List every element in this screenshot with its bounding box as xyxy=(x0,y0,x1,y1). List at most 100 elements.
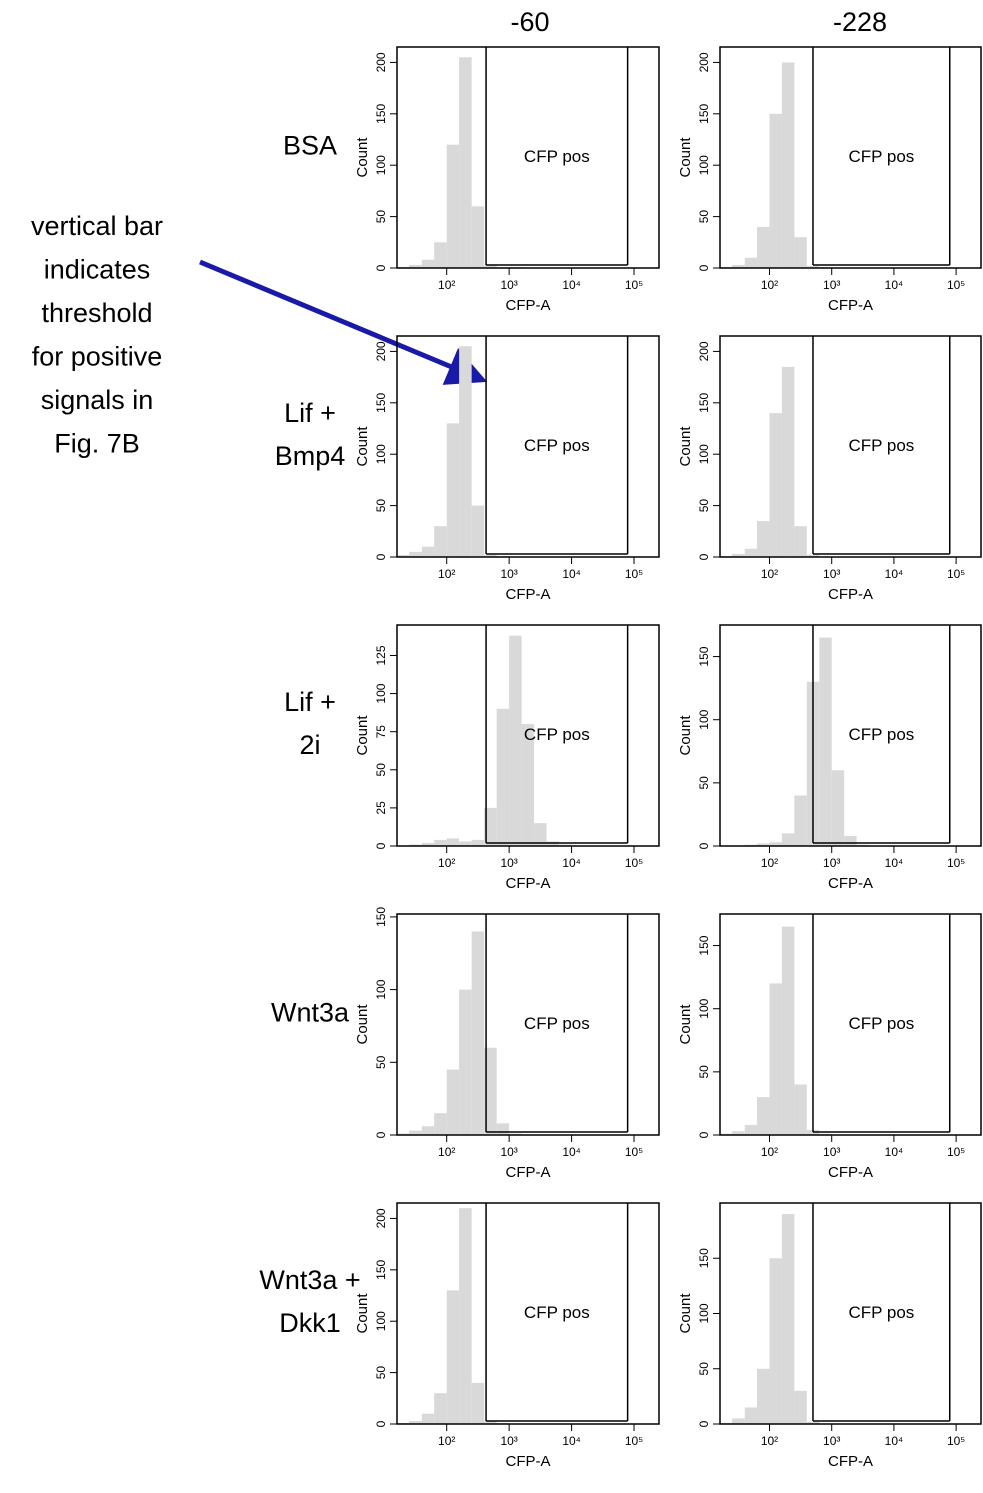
histogram-bar xyxy=(409,551,422,557)
histogram-bar xyxy=(732,553,745,557)
histogram-bar xyxy=(732,1131,745,1135)
histogram-bar xyxy=(831,770,845,846)
histogram-bar xyxy=(509,635,522,846)
histogram-bar xyxy=(459,1208,472,1424)
x-tick-label: 10³ xyxy=(823,1434,840,1448)
x-axis-label: CFP-A xyxy=(506,297,551,314)
y-axis-label: Count xyxy=(677,1004,694,1045)
histogram-bar xyxy=(446,423,460,557)
histogram-bar xyxy=(769,413,782,557)
x-tick-label: 10⁴ xyxy=(562,278,581,292)
histogram-bar xyxy=(421,259,435,268)
histogram-bar xyxy=(471,931,485,1135)
histogram-bar xyxy=(446,1290,460,1424)
x-tick-label: 10² xyxy=(438,567,455,581)
histogram-bar xyxy=(781,1214,795,1424)
histogram-bar xyxy=(484,264,497,268)
y-tick-label: 150 xyxy=(697,103,711,123)
x-axis-label: CFP-A xyxy=(506,875,551,892)
histogram-bar xyxy=(559,844,572,846)
plot-frame xyxy=(396,46,660,269)
histogram-bar xyxy=(471,839,485,846)
x-tick-label: 10³ xyxy=(500,856,517,870)
histogram-bar xyxy=(806,1421,820,1424)
plot-frame xyxy=(719,624,982,847)
x-tick-label: 10⁴ xyxy=(562,856,581,870)
histogram-bar xyxy=(744,1407,758,1424)
annotation: threshold xyxy=(41,298,152,328)
column-title: -60 xyxy=(510,7,549,37)
x-tick-label: 10⁴ xyxy=(885,567,904,581)
histogram-bar xyxy=(757,1368,770,1424)
histogram-bar xyxy=(434,526,447,557)
plot-frame xyxy=(396,913,660,1136)
y-tick-label: 150 xyxy=(374,392,388,412)
gate-label: CFP pos xyxy=(848,1303,914,1322)
histogram-bar xyxy=(484,807,497,846)
x-axis-label: CFP-A xyxy=(828,297,873,314)
y-tick-label: 100 xyxy=(374,683,388,703)
histogram-bar xyxy=(409,1420,422,1424)
y-tick-label: 0 xyxy=(374,1131,388,1138)
histogram-bar xyxy=(484,1047,497,1135)
x-tick-label: 10³ xyxy=(823,1145,840,1159)
annotation: indicates xyxy=(44,255,151,285)
y-tick-label: 50 xyxy=(697,1065,711,1079)
x-tick-label: 10² xyxy=(761,1434,778,1448)
row-label: Wnt3a + xyxy=(259,1265,360,1295)
y-tick-label: 200 xyxy=(697,52,711,72)
x-tick-label: 10⁵ xyxy=(625,1145,643,1159)
x-tick-label: 10³ xyxy=(500,567,517,581)
histogram-bar xyxy=(521,724,535,846)
row-label: Wnt3a xyxy=(271,998,350,1028)
y-tick-label: 75 xyxy=(374,725,388,739)
histogram-bar xyxy=(459,841,472,846)
y-tick-label: 150 xyxy=(374,1259,388,1279)
y-tick-label: 50 xyxy=(374,210,388,224)
x-tick-label: 10⁵ xyxy=(947,567,965,581)
histogram-bar xyxy=(397,554,410,557)
x-axis-label: CFP-A xyxy=(506,1453,551,1470)
x-tick-label: 10³ xyxy=(500,1434,517,1448)
y-axis-label: Count xyxy=(677,1293,694,1334)
histogram-bar xyxy=(409,1130,422,1135)
x-axis-label: CFP-A xyxy=(828,1453,873,1470)
histogram-bar xyxy=(769,113,782,268)
y-tick-label: 150 xyxy=(697,1248,711,1268)
y-tick-label: 100 xyxy=(374,444,388,464)
row-label: 2i xyxy=(299,730,320,760)
histogram-bar xyxy=(757,521,770,557)
histogram-bar xyxy=(446,144,460,268)
y-tick-label: 50 xyxy=(374,1366,388,1380)
x-tick-label: 10² xyxy=(438,278,455,292)
x-tick-label: 10⁵ xyxy=(625,278,643,292)
y-tick-label: 100 xyxy=(697,444,711,464)
y-tick-label: 150 xyxy=(374,907,388,927)
histogram-bar xyxy=(781,62,795,268)
histogram-bar xyxy=(496,1123,510,1135)
y-tick-label: 150 xyxy=(374,103,388,123)
y-tick-label: 0 xyxy=(374,842,388,849)
histogram-bar xyxy=(806,554,820,557)
histogram-bar xyxy=(819,637,832,846)
y-tick-label: 0 xyxy=(697,553,711,560)
histogram-bar xyxy=(781,366,795,557)
row-label: BSA xyxy=(283,131,337,161)
histogram-bar xyxy=(409,264,422,268)
gate-label: CFP pos xyxy=(524,1014,590,1033)
y-tick-label: 0 xyxy=(374,264,388,271)
histogram-bar xyxy=(421,1413,435,1424)
y-axis-label: Count xyxy=(354,1293,371,1334)
histogram-bar xyxy=(757,226,770,268)
histogram-bar xyxy=(434,1113,447,1135)
histogram-bar xyxy=(409,844,422,846)
x-axis-label: CFP-A xyxy=(828,875,873,892)
y-tick-label: 50 xyxy=(697,210,711,224)
x-tick-label: 10⁵ xyxy=(625,567,643,581)
gate-label: CFP pos xyxy=(848,725,914,744)
x-tick-label: 10⁴ xyxy=(885,856,904,870)
x-tick-label: 10⁴ xyxy=(885,278,904,292)
histogram-bar xyxy=(434,1393,447,1424)
x-tick-label: 10⁴ xyxy=(885,1434,904,1448)
histogram-bar xyxy=(459,346,472,557)
